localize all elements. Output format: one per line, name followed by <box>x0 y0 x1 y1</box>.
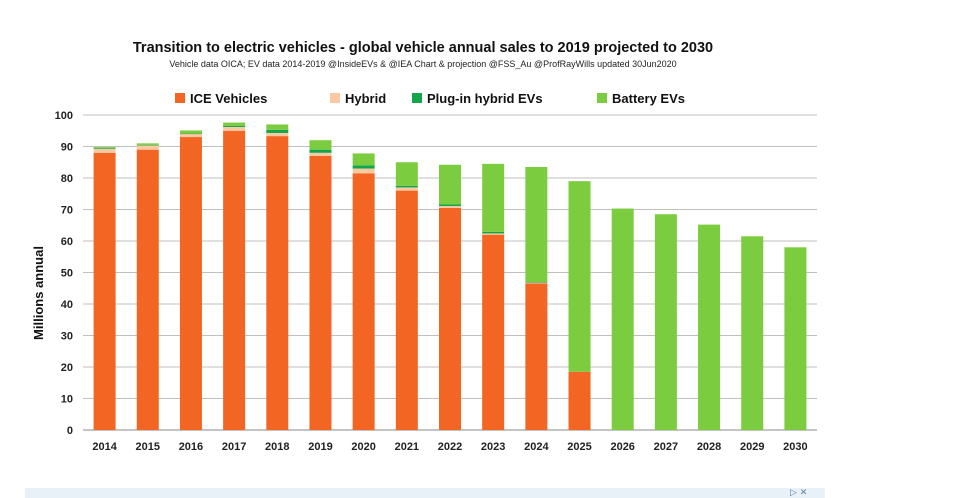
bar-segment-ice-vehicles <box>525 283 548 430</box>
legend-label: ICE Vehicles <box>190 91 267 106</box>
bar-segment-ice-vehicles <box>309 155 332 430</box>
bar-segment-hybrid <box>352 168 375 174</box>
bar-segment-hybrid <box>223 126 246 131</box>
bar-segment-battery-evs <box>741 236 764 430</box>
bar-segment-battery-evs <box>698 224 721 430</box>
bar-segment-battery-evs <box>93 147 116 149</box>
bar-segment-ice-vehicles <box>568 371 591 430</box>
x-tick-label: 2014 <box>92 441 117 453</box>
y-tick-label: 60 <box>61 236 73 248</box>
bar-segment-hybrid <box>309 152 332 156</box>
bar-segment-plug-in-hybrid-evs <box>482 231 505 234</box>
x-tick-label: 2018 <box>265 441 289 453</box>
bar-segment-plug-in-hybrid-evs <box>223 125 246 127</box>
bar-segment-hybrid <box>136 145 159 150</box>
x-tick-label: 2021 <box>395 441 419 453</box>
x-tick-label: 2030 <box>783 441 807 453</box>
bar-segment-hybrid <box>525 282 548 284</box>
bar-segment-ice-vehicles <box>136 149 159 430</box>
legend-swatch <box>175 93 185 103</box>
legend-swatch <box>330 93 340 103</box>
y-tick-label: 70 <box>61 205 73 217</box>
bar-segment-battery-evs <box>223 122 246 126</box>
ad-choices-close-icon[interactable]: ▷ ✕ <box>790 488 808 498</box>
bar-segment-hybrid <box>395 187 418 191</box>
bar-segment-ice-vehicles <box>223 130 246 430</box>
x-tick-label: 2026 <box>610 441 634 453</box>
y-tick-label: 50 <box>61 268 73 280</box>
y-tick-labels: 0 10 20 30 40 50 60 70 80 90 100 <box>55 110 73 437</box>
x-tick-label: 2022 <box>438 441 462 453</box>
bar-segment-battery-evs <box>439 164 461 205</box>
y-tick-label: 0 <box>67 425 73 437</box>
x-tick-label: 2027 <box>654 441 678 453</box>
bar-segment-battery-evs <box>395 162 418 186</box>
bar-segment-battery-evs <box>179 130 202 134</box>
y-tick-label: 80 <box>61 173 73 185</box>
bar-segment-battery-evs <box>482 163 505 232</box>
bars <box>93 122 807 431</box>
bar-segment-ice-vehicles <box>352 173 375 430</box>
legend: ICE Vehicles Hybrid Plug-in hybrid EVs Batt… <box>175 91 685 106</box>
y-tick-label: 20 <box>61 362 73 374</box>
bar-segment-ice-vehicles <box>179 137 202 431</box>
bar-segment-plug-in-hybrid-evs <box>525 281 548 283</box>
bar-segment-hybrid <box>482 233 505 235</box>
x-tick-label: 2025 <box>567 441 591 453</box>
bar-segment-battery-evs <box>136 143 159 145</box>
bar-segment-battery-evs <box>525 166 548 282</box>
bar-segment-battery-evs <box>654 214 677 430</box>
x-tick-label: 2029 <box>740 441 764 453</box>
bar-segment-battery-evs <box>352 153 375 166</box>
bar-segment-battery-evs <box>266 124 289 130</box>
bar-segment-plug-in-hybrid-evs <box>93 148 116 150</box>
bar-segment-battery-evs <box>611 208 634 430</box>
bar-segment-battery-evs <box>784 247 807 430</box>
bar-segment-plug-in-hybrid-evs <box>309 149 332 153</box>
x-tick-label: 2024 <box>524 441 549 453</box>
x-tick-label: 2015 <box>136 441 160 453</box>
bar-segment-ice-vehicles <box>395 190 418 430</box>
bar-segment-hybrid <box>93 149 116 153</box>
x-tick-label: 2016 <box>179 441 203 453</box>
bottom-strip <box>25 488 825 498</box>
y-tick-label: 10 <box>61 394 73 406</box>
bar-segment-hybrid <box>179 133 202 138</box>
chart-area: Transition to electric vehicles - global… <box>25 28 825 458</box>
legend-swatch <box>597 93 607 103</box>
bar-segment-battery-evs <box>568 181 591 372</box>
x-tick-label: 2019 <box>308 441 332 453</box>
bar-segment-plug-in-hybrid-evs <box>439 204 461 207</box>
bar-segment-plug-in-hybrid-evs <box>179 133 202 135</box>
bar-segment-plug-in-hybrid-evs <box>266 129 289 133</box>
y-tick-label: 30 <box>61 331 73 343</box>
bar-segment-plug-in-hybrid-evs <box>395 185 418 188</box>
bar-segment-hybrid <box>439 206 461 208</box>
x-tick-label: 2020 <box>351 441 375 453</box>
chart-title: Transition to electric vehicles - global… <box>133 40 713 56</box>
y-axis-label: Millions annual <box>31 246 46 340</box>
legend-label: Plug-in hybrid EVs <box>427 91 543 106</box>
legend-swatch <box>412 93 422 103</box>
y-tick-label: 40 <box>61 299 73 311</box>
bar-segment-ice-vehicles <box>266 136 289 430</box>
bar-segment-plug-in-hybrid-evs <box>352 165 375 169</box>
x-tick-label: 2028 <box>697 441 721 453</box>
legend-label: Battery EVs <box>612 91 685 106</box>
bar-segment-battery-evs <box>309 140 332 150</box>
chart-subtitle: Vehicle data OICA; EV data 2014-2019 @In… <box>169 59 676 69</box>
y-tick-label: 100 <box>55 110 73 122</box>
bar-segment-plug-in-hybrid-evs <box>136 144 159 146</box>
x-tick-label: 2023 <box>481 441 505 453</box>
bar-segment-ice-vehicles <box>439 207 461 430</box>
x-tick-label: 2017 <box>222 441 246 453</box>
bar-segment-hybrid <box>266 132 289 137</box>
bar-segment-ice-vehicles <box>93 152 116 431</box>
bar-segment-ice-vehicles <box>482 234 505 430</box>
y-tick-label: 90 <box>61 142 73 154</box>
x-tick-labels: 2014 2015 2016 2017 2018 2019 2020 2021 2022 2023… <box>92 441 807 453</box>
stacked-bar-chart: Transition to electric vehicles - global… <box>31 40 817 453</box>
legend-label: Hybrid <box>345 91 386 106</box>
